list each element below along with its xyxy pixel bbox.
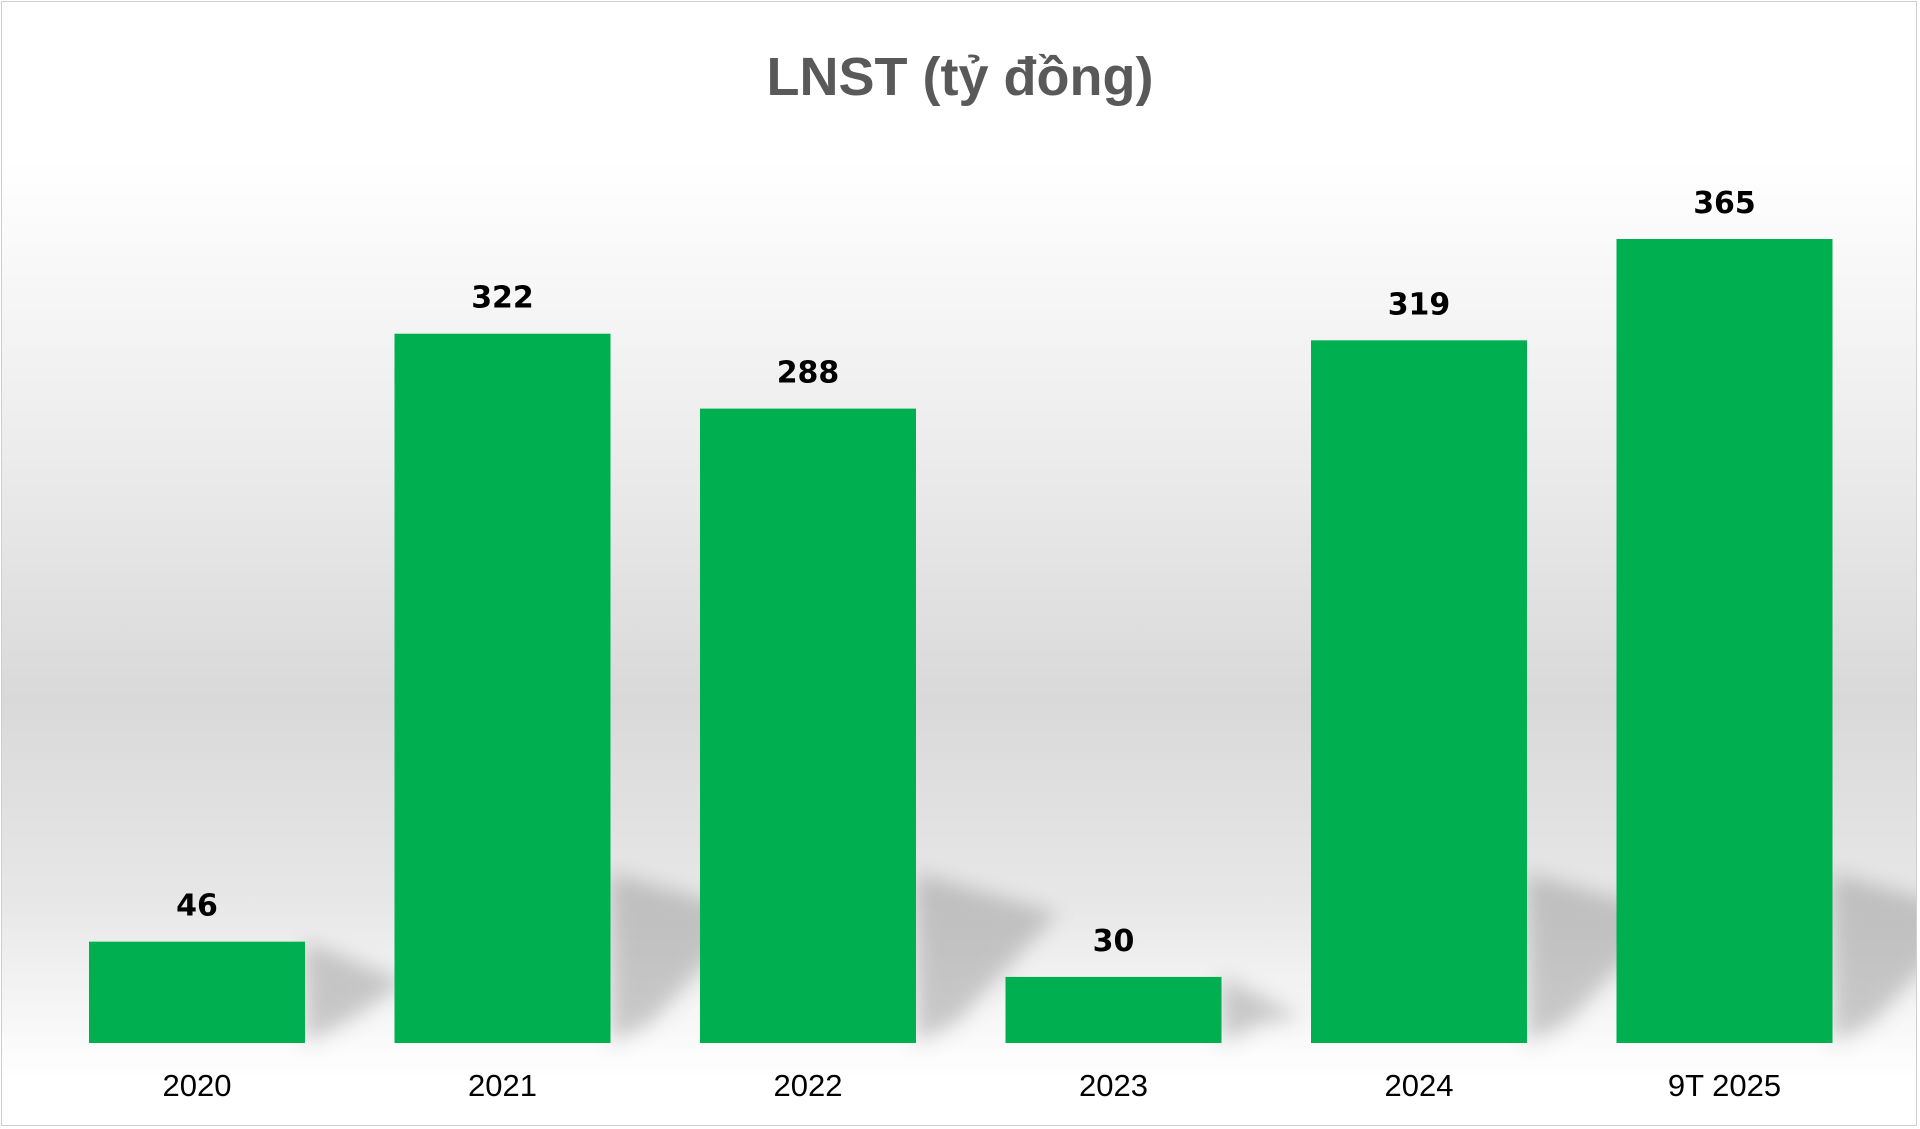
x-tick-label: 2022 — [774, 1068, 843, 1103]
x-tick-label: 2021 — [468, 1068, 537, 1103]
bar — [89, 941, 305, 1043]
bar-shadow — [916, 873, 1058, 1043]
data-label: 322 — [471, 281, 534, 316]
chart-title: LNST (tỷ đồng) — [767, 47, 1154, 107]
value-labels-group: 46 322 288 30 319 365 — [176, 186, 1756, 959]
x-tick-label: 2020 — [163, 1068, 232, 1103]
bar — [394, 333, 611, 1044]
data-label: 288 — [777, 356, 840, 391]
data-label: 319 — [1388, 287, 1451, 322]
bar-shadow — [305, 941, 406, 1043]
x-tick-label: 9T 2025 — [1668, 1068, 1781, 1103]
bar — [1311, 340, 1527, 1043]
bar-shadow — [1221, 976, 1302, 1043]
data-label: 30 — [1093, 924, 1135, 959]
x-tick-label: 2024 — [1385, 1068, 1454, 1103]
bar — [700, 408, 916, 1043]
x-axis-tick-labels: 2020 2021 2022 2023 2024 9T 2025 — [163, 1068, 1782, 1103]
bar — [1005, 976, 1222, 1043]
data-label: 46 — [176, 889, 218, 924]
x-tick-label: 2023 — [1079, 1068, 1148, 1103]
data-label: 365 — [1693, 186, 1756, 221]
bar — [1616, 239, 1833, 1043]
bar-shadow — [1832, 873, 1916, 1043]
bars-group — [89, 239, 1833, 1044]
